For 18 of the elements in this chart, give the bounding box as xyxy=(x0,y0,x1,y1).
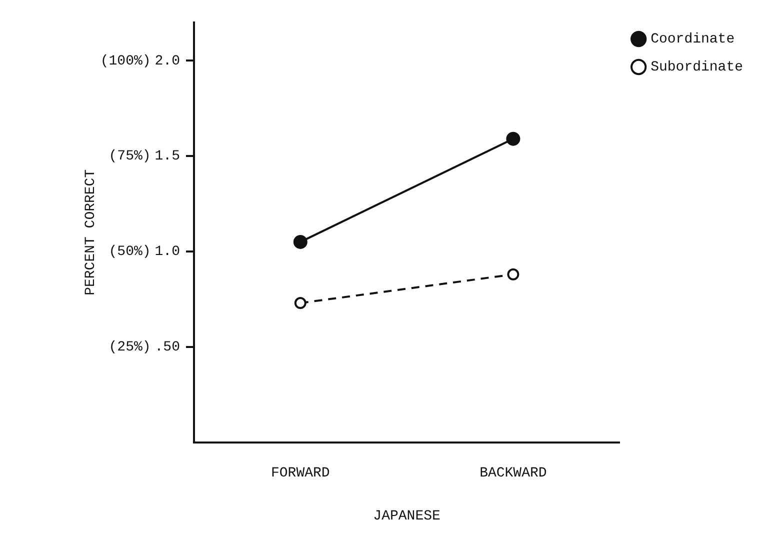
y-tick-label: 2.0 xyxy=(154,53,180,70)
legend-label: Coordinate xyxy=(650,32,735,48)
text: (50%) xyxy=(108,244,151,260)
point xyxy=(506,132,520,146)
point xyxy=(293,234,308,249)
x-tick-label: BACKWARD xyxy=(480,466,547,482)
text: (100%) xyxy=(100,53,151,70)
y-tick-label: 1.5 xyxy=(154,148,180,165)
x-axis-title: JAPANESE xyxy=(373,508,440,524)
point xyxy=(294,297,306,310)
text: (75%) xyxy=(108,148,151,165)
y-axis-title: PERCENT CORRECT xyxy=(83,169,100,296)
y-tick-label: .50 xyxy=(154,340,180,356)
text: (25%) xyxy=(108,340,151,356)
x-tick-label: FORWARD xyxy=(270,466,330,482)
legend-label: Subordinate xyxy=(650,60,744,76)
y-tick-label: 1.0 xyxy=(154,244,180,260)
point xyxy=(507,268,520,280)
